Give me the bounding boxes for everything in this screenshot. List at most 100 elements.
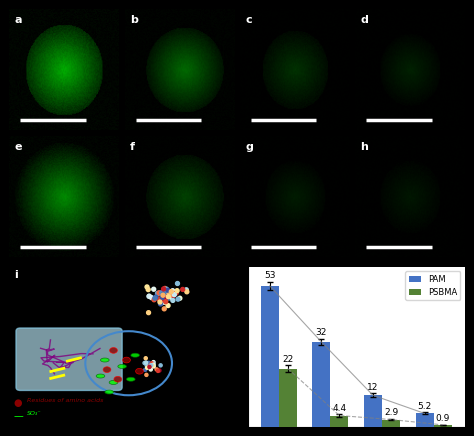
- Bar: [382, 419, 400, 427]
- Point: [183, 288, 191, 295]
- Text: 0.9: 0.9: [436, 414, 450, 423]
- Point: [164, 302, 172, 309]
- Bar: [312, 342, 330, 427]
- Text: 53: 53: [264, 272, 275, 280]
- Point: [182, 286, 190, 293]
- Text: 2.9: 2.9: [384, 409, 398, 417]
- Text: SO₃⁻: SO₃⁻: [27, 411, 41, 416]
- Point: [166, 289, 173, 296]
- Point: [145, 359, 153, 366]
- Point: [163, 286, 170, 293]
- Point: [151, 295, 159, 302]
- Point: [173, 280, 181, 287]
- Point: [169, 297, 177, 304]
- Point: [163, 290, 170, 296]
- Point: [161, 285, 169, 292]
- Point: [143, 362, 150, 369]
- Bar: [279, 368, 297, 427]
- Point: [152, 293, 159, 300]
- Point: [162, 298, 170, 305]
- Text: 22: 22: [282, 355, 293, 364]
- Point: [149, 362, 156, 369]
- Point: [147, 362, 155, 369]
- Point: [159, 294, 166, 301]
- Text: 12: 12: [367, 383, 379, 392]
- Point: [146, 364, 153, 371]
- Text: c: c: [245, 15, 252, 25]
- Text: Residues of amino acids: Residues of amino acids: [27, 399, 103, 403]
- Point: [157, 362, 164, 369]
- Point: [164, 292, 172, 299]
- Point: [148, 360, 155, 367]
- Point: [155, 290, 163, 296]
- Point: [153, 366, 160, 373]
- Point: [150, 359, 157, 366]
- Text: j: j: [209, 264, 213, 274]
- Point: [146, 362, 154, 369]
- Bar: [330, 416, 348, 427]
- Text: f: f: [130, 142, 135, 152]
- Text: 5.2: 5.2: [418, 402, 432, 411]
- Point: [145, 293, 153, 300]
- Circle shape: [109, 347, 118, 353]
- Circle shape: [136, 368, 144, 374]
- Bar: [261, 286, 279, 427]
- Ellipse shape: [96, 374, 105, 378]
- Point: [155, 367, 163, 374]
- Y-axis label: Intensity (a.u.): Intensity (a.u.): [211, 311, 221, 383]
- Bar: [364, 395, 382, 427]
- Text: e: e: [15, 142, 22, 152]
- Point: [143, 371, 150, 378]
- Point: [157, 300, 164, 307]
- Point: [159, 296, 166, 303]
- Text: d: d: [360, 15, 368, 25]
- Legend: PAM, PSBMA: PAM, PSBMA: [405, 271, 460, 300]
- Point: [147, 362, 155, 369]
- Point: [165, 295, 173, 302]
- Bar: [434, 425, 452, 427]
- Point: [164, 293, 172, 300]
- Point: [164, 291, 171, 298]
- Point: [156, 299, 164, 306]
- Point: [161, 290, 169, 297]
- Circle shape: [103, 367, 111, 372]
- Text: h: h: [360, 142, 368, 152]
- Point: [142, 355, 149, 362]
- Point: [161, 305, 168, 312]
- Point: [141, 360, 148, 367]
- Point: [158, 290, 165, 296]
- Point: [168, 291, 175, 298]
- Circle shape: [114, 376, 122, 382]
- Point: [150, 296, 158, 303]
- Point: [173, 287, 181, 294]
- Point: [159, 292, 167, 299]
- Ellipse shape: [118, 364, 127, 368]
- Point: [169, 287, 176, 294]
- Text: a: a: [15, 15, 22, 25]
- Point: [163, 289, 171, 296]
- Point: [154, 290, 161, 297]
- Point: [174, 296, 182, 303]
- Point: [179, 286, 186, 293]
- Point: [150, 286, 157, 293]
- Text: b: b: [130, 15, 138, 25]
- Point: [164, 290, 172, 297]
- Point: [160, 290, 167, 297]
- Point: [141, 366, 149, 373]
- Point: [155, 295, 163, 302]
- Point: [150, 361, 157, 368]
- Point: [155, 290, 163, 296]
- Point: [158, 289, 165, 296]
- Circle shape: [123, 357, 130, 363]
- Point: [148, 294, 155, 301]
- Point: [142, 359, 150, 366]
- Point: [145, 309, 152, 316]
- Point: [171, 291, 178, 298]
- Text: —: —: [14, 411, 24, 421]
- Text: g: g: [245, 142, 253, 152]
- Point: [164, 287, 172, 294]
- Point: [146, 362, 154, 369]
- Ellipse shape: [127, 377, 135, 381]
- Ellipse shape: [100, 358, 109, 362]
- Point: [159, 294, 167, 301]
